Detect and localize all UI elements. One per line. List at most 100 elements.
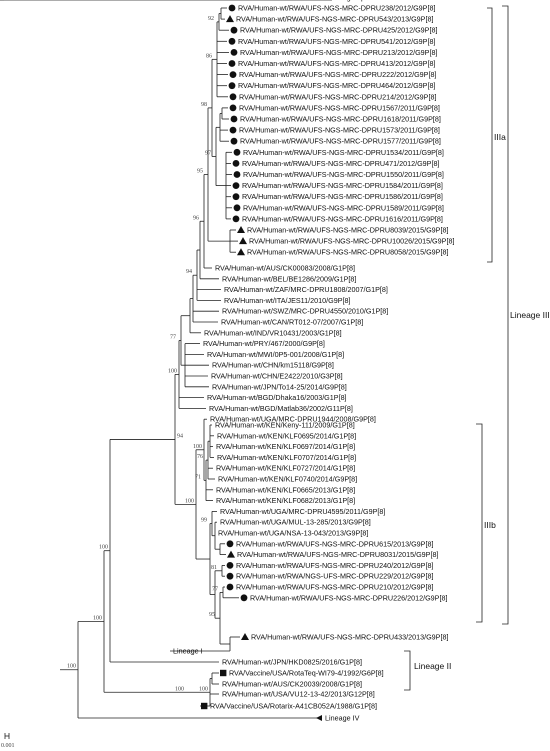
circle-marker-icon: [232, 182, 240, 190]
taxon-label: RVA/Human-wt/CHN/E2422/2010/G3P[8]: [211, 372, 343, 381]
bootstrap-value: 100: [175, 686, 184, 692]
circle-marker-icon: [230, 26, 238, 34]
bootstrap-value: 100: [193, 444, 202, 450]
taxon-label: RVA/Human-wt/RWA/UFS-NGS-MRC-DPRU1586/20…: [242, 192, 443, 201]
circle-marker-icon: [233, 204, 241, 212]
circle-marker-icon: [233, 148, 241, 156]
triangle-marker-icon: [241, 633, 249, 640]
taxon-label: RVA/Human-wt/KEN/KLF0682/2013/G1P[8]: [216, 496, 355, 505]
bootstrap-value: 98: [201, 102, 207, 108]
taxon-label: RVA/Human-wt/UGA/NSA-13-043/2013/G9P[8]: [218, 529, 368, 538]
taxon-label: RVA/Human-wt/CHN/km15118/G9P[8]: [212, 361, 334, 370]
circle-marker-icon: [229, 104, 237, 112]
bootstrap-value: 96: [193, 215, 199, 221]
triangle-marker-icon: [237, 226, 245, 233]
taxon-label: RVA/Human-wt/CAN/RT012-07/2007/G1P[8]: [221, 318, 363, 327]
bootstrap-value: 71: [195, 474, 201, 480]
circle-marker-icon: [228, 60, 236, 67]
bootstrap-value: 100: [168, 368, 177, 374]
taxon-label: RVA/Human-wt/RWA/UFS-NGS-MRC-DPRU1567/20…: [239, 103, 440, 112]
group-bracket-iiib: IIIb: [476, 423, 496, 623]
taxon-label: RVA/Human-wt/RWA/UFS-NGS-MRC-DPRU1618/20…: [240, 115, 441, 124]
square-marker-icon: [201, 702, 208, 710]
triangle-marker-icon: [239, 237, 247, 245]
circle-marker-icon: [233, 171, 241, 178]
bootstrap-value: 100: [93, 615, 102, 621]
collapsed-clade-icon: [316, 715, 322, 721]
taxon-label: RVA/Human-wt/PRY/467/2000/G9P[8]: [203, 339, 325, 348]
bootstrap-value: 76: [197, 454, 203, 460]
taxon-label: RVA/Human-wt/RWA/UFS-NGS-MRC-DPRU1577/20…: [240, 137, 441, 146]
taxon-label: Lineage IV: [325, 714, 360, 723]
group-bracket-lineage-ii: Lineage II: [404, 650, 451, 691]
taxon-label: RVA/Human-wt/BGD/Matlab36/2002/G11P[8]: [209, 404, 353, 413]
taxon-labels: RVA/Human-wt/RWA/UFS-NGS-MRC-DPRU238/201…: [173, 0, 454, 723]
taxon-label: RVA/Human-wt/RWA/UFS-NGS-MRC-DPRU413/201…: [238, 59, 435, 68]
taxon-label: RVA/Human-wt/BEL/BE1286/2009/G1P[8]: [222, 274, 356, 283]
circle-marker-icon: [229, 126, 237, 134]
bootstrap-value: 77: [212, 586, 218, 592]
taxon-label: RVA/Human-wt/RWA/UFS-NGS-MRC-DPRU210/201…: [236, 583, 433, 592]
scale-bar: 0.001: [1, 733, 15, 749]
group-label-lineage-ii: Lineage II: [414, 661, 451, 671]
taxon-label: RVA/Human-wt/KEN/KLF0740/2014/G9P[8]: [218, 475, 357, 484]
taxon-label: RVA/Human-wt/RWA/UFS-NGS-MRC-DPRU10026/2…: [249, 237, 454, 246]
bootstrap-value: 99: [201, 518, 207, 524]
circle-marker-icon: [226, 540, 234, 548]
taxon-label: RVA/Human-wt/AUS/CK20039/2008/G1P[8]: [222, 680, 362, 689]
group-bracket-iiia: IIIa: [487, 7, 506, 263]
taxon-label: Lineage I: [173, 647, 203, 656]
bootstrap-value: 95: [209, 612, 215, 618]
taxon-label: RVA/Human-wt/RWA/UFS-NGS-MRC-DPRU425/201…: [240, 26, 437, 35]
taxon-label: RVA/Human-wt/RWA/UFS-NGS-MRC-DPRU226/201…: [250, 593, 447, 602]
scale-bar-label: 0.001: [1, 743, 15, 749]
taxon-label: RVA/Human-wt/RWA/UFS-NGS-MRC-DPRU240/201…: [236, 561, 433, 570]
circle-marker-icon: [226, 572, 234, 580]
taxon-label: RVA/Human-wt/RWA/UFS-NGS-MRC-DPRU464/201…: [238, 81, 435, 90]
circle-marker-icon: [232, 193, 240, 201]
circle-marker-icon: [232, 215, 240, 223]
circle-marker-icon: [229, 93, 237, 101]
taxon-label: RVA/Human-wt/RWA/UFS-NGS-MRC-DPRU1534/20…: [243, 148, 444, 157]
bootstrap-value: 94: [177, 433, 183, 439]
tree-branches: [0, 0, 332, 719]
taxon-label: RVA/Human-wt/RWA/UFS-NGS-MRC-DPRU222/201…: [239, 70, 436, 79]
bootstrap-value: 81: [211, 565, 217, 571]
bootstrap-value: 97: [205, 150, 211, 156]
bootstrap-values: 92 86 97 98 95 96 94 77 100 76 71 100 99 81 77 95 100 94 1…: [67, 16, 218, 692]
taxon-label: RVA/Human-wt/UGA/MRC-DPRU1944/2008/G9P[8…: [210, 415, 376, 424]
bootstrap-value: 100: [67, 664, 76, 670]
taxon-label: RVA/Human-wt/AUS/CK00083/2008/G1P[8]: [215, 264, 355, 273]
circle-marker-icon: [230, 49, 238, 56]
taxon-label: RVA/Human-wt/RWA/UFS-NGS-MRC-DPRU1584/20…: [242, 181, 443, 190]
bootstrap-value: 95: [197, 169, 203, 175]
circle-marker-icon: [230, 115, 238, 123]
taxon-label: RVA/Human-wt/RWA/UFS-NGS-MRC-DPRU214/201…: [239, 92, 436, 101]
triangle-marker-icon: [227, 550, 235, 558]
circle-marker-icon: [228, 4, 236, 12]
circle-marker-icon: [226, 562, 234, 569]
taxon-label: RVA/Human-wt/KEN/KLF0665/2013/G1P[8]: [216, 485, 355, 494]
triangle-marker-icon: [237, 248, 245, 256]
taxon-label: RVA/Human-wt/JPN/HKD0825/2016/G1P[8]: [222, 658, 362, 667]
group-label-lineage-iii: Lineage III: [510, 310, 550, 320]
taxon-label: RVA/Human-wt/RWA/UFS-NGS-MRC-DPRU8031/20…: [237, 550, 438, 559]
taxon-label: RVA/Human-wt/IND/VR10431/2003/G1P[8]: [204, 328, 342, 337]
taxon-label: RVA/Human-wt/RWA/UFS-NGS-MRC-DPRU1573/20…: [239, 126, 440, 135]
taxon-label: RVA/Human-wt/KEN/KLF0707/2014/G1P[8]: [217, 453, 356, 462]
taxon-label: RVA/Human-wt/RWA/UFS-NGS-MRC-DPRU433/201…: [251, 633, 448, 642]
square-marker-icon: [220, 669, 227, 677]
taxon-label: RVA/Human-wt/RWA/UFS-NGS-MRC-DPRU8039/20…: [247, 226, 448, 235]
group-label-iiib: IIIb: [484, 520, 496, 530]
taxon-label: RVA/Vaccine/USA/Rotarix-A41CB052A/1988/G…: [210, 702, 377, 711]
taxon-label: RVA/Human-wt/SWZ/MRC-DPRU4550/2010/G1P[8…: [222, 307, 388, 316]
taxon-label: RVA/Human-wt/RWA/UFS-NGS-MRC-DPRU8058/20…: [247, 248, 448, 257]
taxon-label: RVA/Human-wt/RWA/UFS-NGS-MRC-DPRU1616/20…: [242, 214, 443, 223]
bootstrap-value: 94: [186, 269, 192, 275]
taxon-label: RVA/Human-wt/BGD/Dhaka16/2003/G1P[8]: [207, 393, 347, 402]
taxon-label: RVA/Human-wt/KEN/Keny-111/2009/G1P[8]: [215, 421, 355, 430]
circle-marker-icon: [228, 82, 236, 90]
bootstrap-value: 100: [199, 686, 208, 692]
group-label-iiia: IIIa: [494, 132, 506, 142]
